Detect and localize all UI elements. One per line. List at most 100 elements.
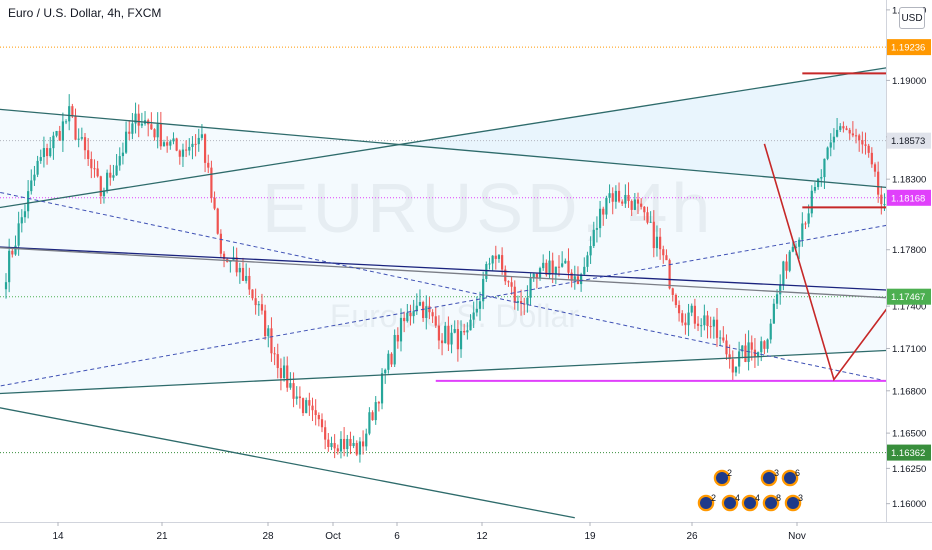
candle-body	[766, 339, 769, 349]
price-label-box	[887, 132, 931, 149]
candle-body	[169, 141, 172, 146]
candle-body	[365, 433, 368, 447]
candle-body	[643, 206, 646, 213]
candle-body	[251, 289, 254, 299]
candle-body	[870, 152, 873, 165]
candle-body	[880, 194, 883, 205]
candle-body	[93, 168, 96, 170]
candle-body	[194, 143, 197, 145]
candle-body	[826, 147, 829, 159]
candle-body	[466, 330, 469, 333]
candle-body	[333, 443, 336, 449]
candle-body	[358, 441, 362, 455]
candle-body	[109, 172, 112, 178]
price-tick-label: 1.18300	[892, 175, 926, 186]
candle-body	[674, 294, 678, 306]
candle-body	[393, 334, 396, 365]
candle-body	[589, 246, 592, 256]
time-tick-label: 21	[156, 531, 168, 542]
candle-body	[794, 246, 798, 248]
candle-body	[339, 438, 343, 452]
candle-body	[264, 310, 267, 337]
candle-body	[23, 211, 27, 218]
event-icon-inner	[724, 497, 736, 509]
candle-body	[813, 187, 817, 191]
candle-body	[58, 130, 61, 141]
candle-body	[801, 223, 804, 240]
candle-body	[832, 136, 836, 143]
candle-body	[715, 319, 719, 338]
candle-body	[17, 223, 20, 246]
candle-body	[156, 124, 159, 138]
candle-body	[583, 266, 586, 275]
candle-body	[684, 322, 687, 326]
price-label-text: 1.17467	[891, 292, 925, 303]
candle-body	[494, 255, 497, 259]
candle-body	[851, 133, 854, 136]
lower-channel-fill	[0, 67, 886, 394]
event-icon-count: 6	[795, 468, 800, 478]
candle-body	[64, 121, 68, 123]
currency-button[interactable]: USD	[899, 7, 925, 29]
candle-body	[112, 175, 115, 178]
candle-body	[731, 359, 734, 373]
candle-body	[636, 199, 640, 204]
event-icon-count: 3	[798, 493, 803, 503]
candle-body	[377, 402, 380, 404]
candle-body	[14, 245, 17, 255]
price-tick-label: 1.17100	[892, 344, 926, 355]
event-icon-inner	[763, 472, 775, 484]
candle-body	[677, 305, 681, 314]
candle-body	[222, 253, 226, 260]
price-tick-label: 1.19000	[892, 76, 926, 87]
candle-body	[396, 334, 399, 342]
candle-body	[36, 160, 39, 175]
candle-body	[640, 203, 643, 207]
candle-body	[798, 239, 801, 247]
candle-body	[418, 302, 422, 306]
candle-body	[760, 341, 763, 353]
candle-body	[835, 129, 839, 137]
candle-body	[649, 221, 652, 223]
candle-body	[592, 229, 595, 247]
candle-body	[200, 134, 204, 138]
candle-body	[241, 267, 245, 281]
price-label-box	[887, 444, 931, 461]
candle-body	[478, 301, 482, 309]
chart-title: Euro / U.S. Dollar, 4h, FXCM	[8, 6, 162, 20]
event-icon-count: 8	[776, 493, 781, 503]
candle-body	[542, 262, 545, 269]
candle-body	[437, 325, 441, 341]
candle-body	[403, 317, 406, 322]
candle-body	[346, 438, 349, 450]
candle-body	[873, 164, 877, 172]
candle-body	[254, 298, 257, 306]
candle-body	[652, 221, 655, 249]
candle-body	[324, 427, 327, 440]
candle-body	[712, 319, 715, 327]
time-tick-label: Oct	[325, 531, 341, 542]
candle-body	[197, 137, 200, 145]
candle-body	[153, 129, 156, 138]
candle-body	[42, 148, 46, 158]
candle-body	[598, 208, 602, 229]
candle-body	[519, 301, 523, 304]
candle-body	[355, 442, 358, 455]
candles-group	[4, 94, 886, 463]
event-icon-count: 3	[774, 468, 779, 478]
price-tick-label: 1.16500	[892, 429, 926, 440]
event-icon-count: 2	[727, 468, 732, 478]
candle-body	[80, 137, 83, 139]
candle-body	[548, 260, 551, 275]
candle-body	[390, 353, 393, 365]
candle-body	[368, 412, 371, 434]
candle-body	[257, 304, 260, 306]
candle-body	[617, 190, 621, 202]
candle-body	[330, 443, 333, 447]
time-tick-label: 28	[262, 531, 274, 542]
candle-body	[772, 303, 775, 324]
candle-body	[586, 255, 589, 267]
candle-body	[45, 148, 49, 157]
